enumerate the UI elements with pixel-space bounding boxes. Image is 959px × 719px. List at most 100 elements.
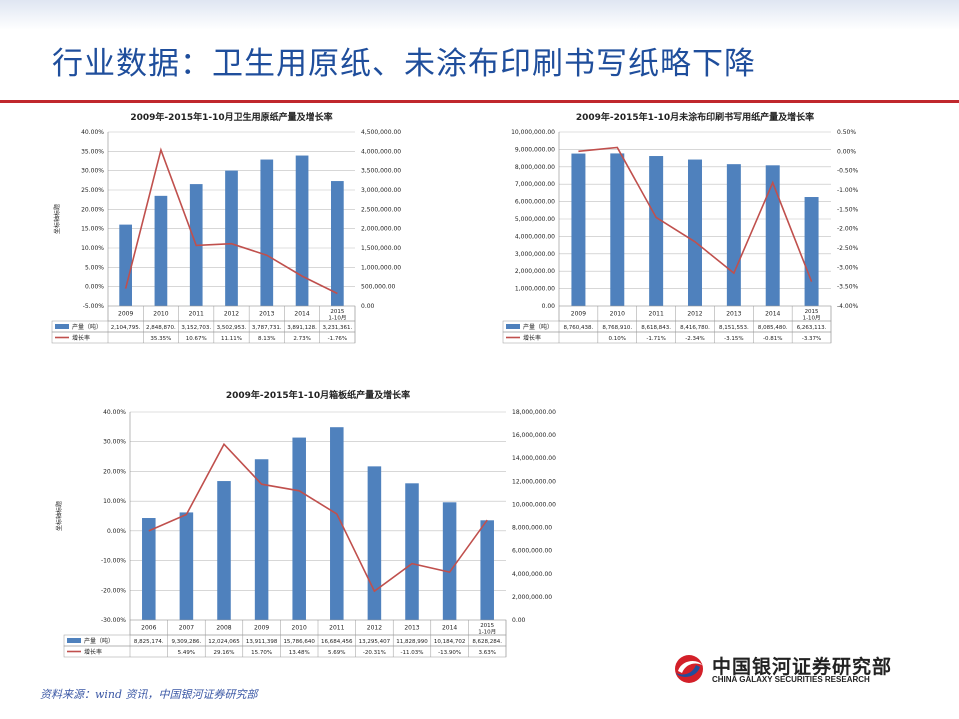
left-tick-label: 25.00% — [81, 187, 104, 194]
right-tick-label: 4,000,000.00 — [512, 571, 552, 578]
right-tick-label: 14,000,000.00 — [512, 455, 556, 462]
bar-2012 — [367, 466, 382, 620]
bar-2014 — [295, 155, 309, 306]
category-label: 2013 — [259, 311, 274, 318]
galaxy-logo-icon — [675, 655, 703, 683]
right-tick-label: -3.50% — [837, 284, 859, 291]
header-band — [0, 0, 959, 30]
table-cell: 5.49% — [178, 650, 195, 656]
table-cell: 6,263,113. — [797, 325, 827, 331]
y-axis-title: 坐标轴标题 — [53, 204, 61, 234]
table-cell: 15.70% — [251, 650, 272, 656]
table-cell: 16,684,456 — [321, 639, 353, 645]
left-tick-label: 4,000,000.00 — [515, 233, 555, 240]
right-tick-label: 8,000,000.00 — [512, 525, 552, 532]
category-label: 2010 — [610, 311, 625, 318]
left-tick-label: 0.00 — [542, 303, 556, 310]
chart-svg: 2009年-2015年1-10月未涂布印刷书写用纸产量及增长率 10,000,00… — [502, 111, 859, 344]
containerboard-chart: 2009年-2015年1-10月箱板纸产量及增长率 40.00% 30.00% 20.… — [50, 386, 598, 668]
table-cell: 9,309,286. — [172, 639, 202, 645]
table-cell: 2,848,870. — [146, 325, 176, 331]
left-tick-label: 1,000,000.00 — [515, 286, 555, 293]
right-tick-label: 500,000.00 — [361, 284, 396, 291]
table-cell: 15,786,640 — [283, 639, 315, 645]
table-cell: 29.16% — [214, 650, 235, 656]
bar-2008 — [217, 481, 231, 620]
category-label: 2009 — [118, 311, 133, 318]
table-cell: 3,891,128. — [287, 325, 317, 331]
category-label: 2009 — [254, 625, 269, 632]
right-tick-label: 10,000,000.00 — [512, 501, 556, 508]
table-cell: -2.34% — [685, 336, 704, 342]
right-tick-label: 1,000,000.00 — [361, 264, 401, 271]
bar-2011 — [330, 427, 344, 620]
chart-title: 2009年-2015年1-10月箱板纸产量及增长率 — [226, 389, 410, 401]
bar-2015 1-10月 — [331, 181, 344, 306]
slide-title: 行业数据：卫生用原纸、未涂布印刷书写纸略下降 — [52, 46, 756, 82]
table-cell: -11.03% — [401, 650, 424, 656]
left-tick-label: -30.00% — [101, 617, 126, 624]
bar-2012 — [688, 159, 702, 306]
right-tick-label: 1,500,000.00 — [361, 245, 401, 252]
table-cell: 8,760,438. — [564, 325, 594, 331]
category-label: 2008 — [216, 625, 231, 632]
left-tick-label: 10,000,000.00 — [511, 129, 555, 136]
bar-2011 — [649, 156, 664, 306]
chart-title: 2009年-2015年1-10月卫生用原纸产量及增长率 — [130, 111, 332, 123]
table-cell: 13,295,407 — [359, 639, 391, 645]
left-tick-label: 9,000,000.00 — [515, 146, 555, 153]
table-cell: 3.63% — [478, 650, 495, 656]
chart-svg: 2009年-2015年1-10月卫生用原纸产量及增长率 40.00% 35.00% 3… — [51, 111, 401, 344]
category-label: 2006 — [141, 625, 156, 632]
right-tick-label: 4,500,000.00 — [361, 129, 401, 136]
table-cell: -3.15% — [724, 336, 743, 342]
right-tick-label: 3,500,000.00 — [361, 168, 401, 175]
bar-2010 — [610, 153, 625, 306]
table-cell: 8,768,910. — [602, 325, 632, 331]
left-tick-label: 10.00% — [103, 498, 126, 505]
bar-2013 — [726, 164, 741, 306]
source-note: 资料来源：wind 资讯，中国银河证券研究部 — [40, 688, 258, 701]
table-cell: 5.69% — [328, 650, 345, 656]
legend-label: 产量（吨） — [84, 637, 114, 645]
right-tick-label: 2,500,000.00 — [361, 206, 401, 213]
table-cell: 35.35% — [150, 336, 171, 342]
bar-2009 — [571, 153, 586, 306]
right-tick-label: -3.00% — [837, 264, 859, 271]
category-label: 2013 — [726, 311, 741, 318]
category-label: 2007 — [179, 625, 194, 632]
table-cell: 8,085,480. — [758, 325, 788, 331]
category-sublabel: 1-10月 — [803, 315, 821, 322]
table-cell: 11.11% — [221, 336, 242, 342]
table-cell: 8,628,284. — [472, 639, 502, 645]
table-cell: 8,416,780. — [680, 325, 710, 331]
left-tick-label: 5,000,000.00 — [515, 216, 555, 223]
right-tick-label: -1.00% — [837, 187, 859, 194]
category-label: 2012 — [687, 311, 702, 318]
table-cell: 8,151,553. — [719, 325, 749, 331]
right-tick-label: -1.50% — [837, 206, 859, 213]
chart-svg: 2009年-2015年1-10月箱板纸产量及增长率 40.00% 30.00% 20.… — [55, 389, 556, 658]
growth-rate-line — [148, 442, 488, 593]
left-tick-label: 3,000,000.00 — [515, 251, 555, 258]
left-tick-label: 7,000,000.00 — [515, 181, 555, 188]
table-cell: 8,825,174. — [134, 639, 164, 645]
table-cell: -1.71% — [646, 336, 665, 342]
legend-bar-key — [55, 324, 69, 329]
left-tick-label: 10.00% — [81, 245, 104, 252]
right-tick-label: -2.50% — [837, 245, 859, 252]
tissue-paper-chart: 2009年-2015年1-10月卫生用原纸产量及增长率 40.00% 35.00% 3… — [50, 108, 435, 358]
category-label: 2011 — [329, 625, 344, 632]
table-cell: 3,787,731. — [252, 325, 282, 331]
left-tick-label: 0.00% — [107, 528, 126, 535]
category-label: 2014 — [765, 311, 780, 318]
right-tick-label: 18,000,000.00 — [512, 409, 556, 416]
table-cell: 2.73% — [293, 336, 310, 342]
bar-2010 — [154, 195, 168, 306]
legend-label: 增长率 — [84, 648, 102, 656]
category-label: 2015 — [805, 309, 819, 315]
left-tick-label: 20.00% — [103, 468, 126, 475]
bar-2010 — [292, 437, 306, 620]
right-tick-label: 0.50% — [837, 129, 856, 136]
uncoated-paper-chart: 2009年-2015年1-10月未涂布印刷书写用纸产量及增长率 10,000,00… — [497, 108, 897, 358]
